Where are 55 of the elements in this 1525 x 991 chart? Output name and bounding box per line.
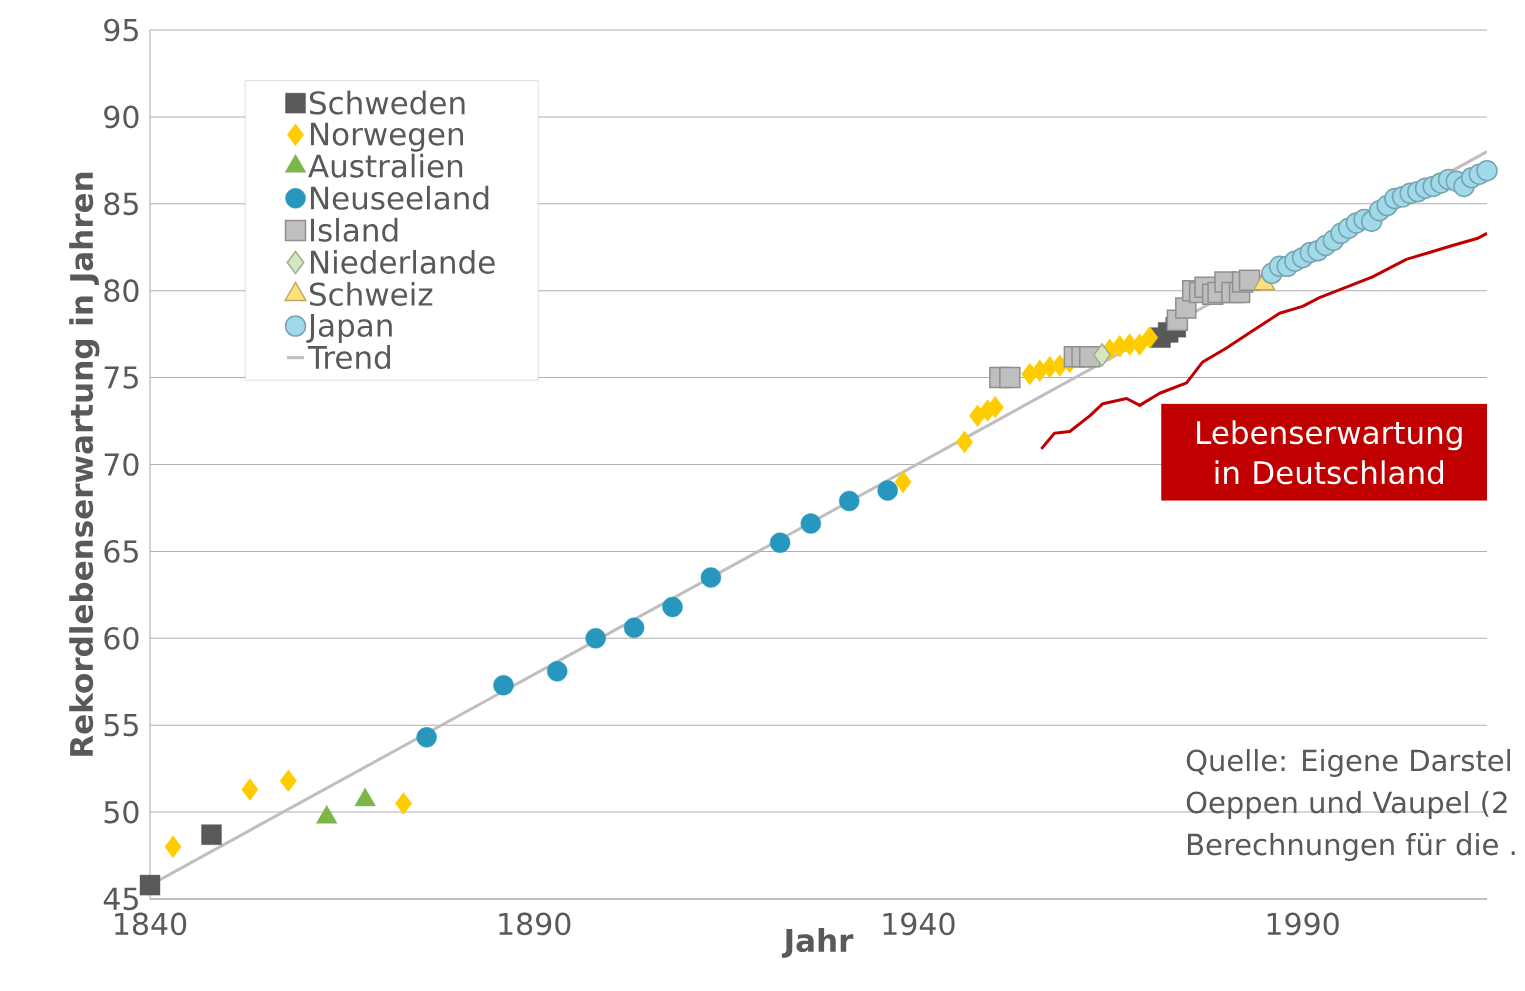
legend-label: Trend bbox=[307, 345, 390, 370]
point bbox=[241, 778, 259, 801]
x-tick-label: 1990 bbox=[1267, 912, 1339, 936]
annotation: Quelle: Eigene Darstel bbox=[1186, 748, 1510, 778]
y-tick-label: 95 bbox=[104, 18, 138, 42]
point bbox=[164, 835, 182, 859]
x-tick-label: 1940 bbox=[883, 912, 955, 936]
point bbox=[662, 596, 683, 618]
y-tick-label: 75 bbox=[104, 366, 138, 389]
point bbox=[1141, 326, 1159, 349]
point bbox=[877, 480, 898, 501]
point bbox=[395, 792, 413, 815]
point bbox=[139, 874, 161, 896]
point bbox=[700, 567, 722, 588]
point bbox=[493, 675, 514, 696]
annotation: Lebenserwartung in Deutschland bbox=[1197, 420, 1462, 485]
x-tick-label: 1890 bbox=[499, 912, 571, 936]
point bbox=[1131, 333, 1149, 356]
point bbox=[769, 532, 791, 553]
legend-label: Island bbox=[310, 217, 398, 242]
line-series bbox=[1039, 231, 1488, 451]
y-tick-label: 85 bbox=[104, 192, 138, 216]
point bbox=[839, 490, 860, 512]
y-tick-label: 50 bbox=[104, 800, 139, 824]
legend-label: Schweden bbox=[309, 90, 465, 115]
legend-label: Niederlande bbox=[310, 249, 495, 274]
legend-label: Schweiz bbox=[309, 281, 433, 306]
y-tick-label: 65 bbox=[104, 540, 138, 563]
point bbox=[999, 366, 1021, 389]
point bbox=[894, 470, 912, 494]
point bbox=[279, 769, 297, 793]
legend-label: Japan bbox=[306, 314, 392, 344]
point bbox=[201, 824, 222, 845]
annotation: Berechnungen für die . bbox=[1188, 832, 1515, 862]
y-axis-title: Rekordlebenserwartung in Jahren bbox=[69, 172, 100, 756]
point bbox=[1093, 343, 1112, 367]
y-tick-label: 55 bbox=[104, 714, 138, 737]
y-tick-label: 70 bbox=[104, 453, 139, 476]
legend-label: Australien bbox=[308, 153, 463, 178]
legend-label: Norwegen bbox=[310, 122, 464, 152]
annotation: Oeppen und Vaupel (2 bbox=[1186, 790, 1507, 820]
x-tick-label: 1840 bbox=[115, 912, 187, 936]
point bbox=[585, 628, 606, 649]
x-axis-title: Jahr bbox=[781, 928, 854, 958]
point bbox=[416, 727, 437, 748]
y-tick-label: 45 bbox=[103, 887, 138, 911]
point bbox=[547, 661, 568, 682]
point bbox=[800, 513, 822, 534]
y-tick-label: 90 bbox=[104, 105, 139, 129]
point bbox=[623, 617, 645, 639]
y-tick-label: 80 bbox=[104, 279, 139, 303]
y-tick-label: 60 bbox=[104, 626, 139, 650]
legend-label: Neuseeland bbox=[310, 185, 489, 210]
point bbox=[1476, 160, 1498, 182]
point bbox=[956, 430, 973, 454]
